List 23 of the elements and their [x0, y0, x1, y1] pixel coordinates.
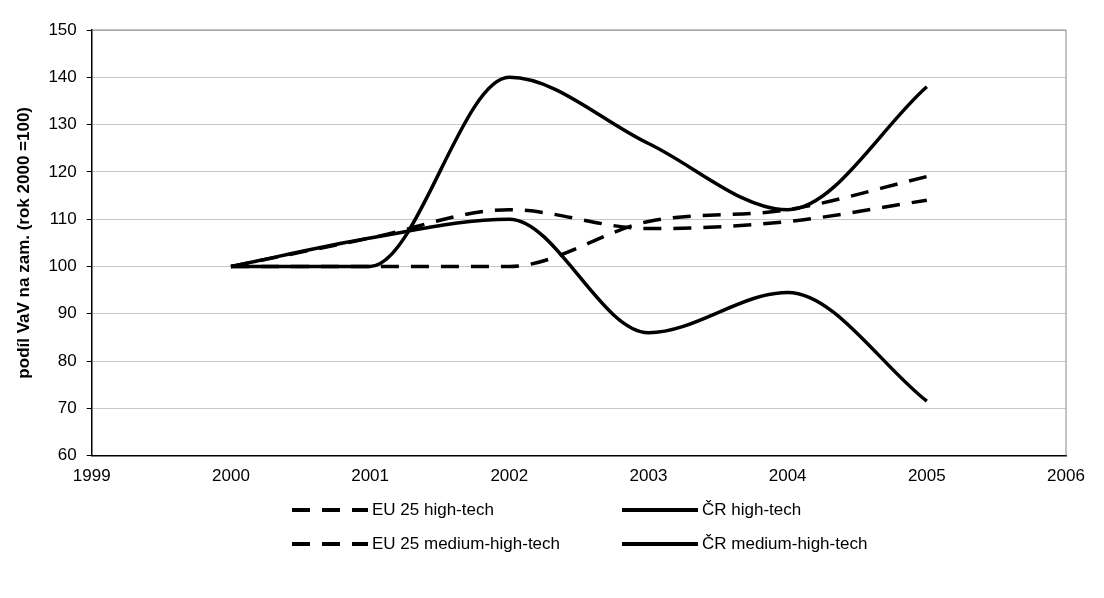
y-tick-label: 70	[57, 398, 77, 417]
y-tick-label: 100	[48, 256, 77, 276]
y-axis-title: podíl VaV na zam. (rok 2000 =100)	[13, 106, 33, 379]
y-tick-label: 60	[57, 445, 77, 465]
x-tick-label: 2006	[1047, 466, 1085, 486]
y-tick-label: 140	[48, 66, 77, 86]
legend-label: EU 25 medium-high-tech	[372, 534, 561, 554]
y-tick-label: 150	[48, 19, 77, 39]
x-tick-label: 2000	[212, 466, 250, 486]
x-tick-label: 2005	[907, 466, 946, 486]
y-tick-label: 90	[57, 303, 77, 323]
x-tick-label: 2003	[629, 466, 668, 486]
y-tick-label: 110	[49, 208, 77, 228]
legend-label: EU 25 high-tech	[372, 500, 494, 520]
y-tick-label: 80	[57, 350, 77, 370]
y-tick-label: 120	[48, 161, 77, 181]
legend-label: ČR medium-high-tech	[702, 534, 868, 554]
x-tick-label: 2001	[351, 466, 390, 486]
x-tick-label: 2002	[490, 466, 529, 486]
y-tick-label: 130	[48, 114, 77, 134]
x-tick-label: 1999	[72, 466, 111, 486]
x-tick-label: 2004	[768, 466, 807, 486]
legend-label: ČR high-tech	[702, 500, 802, 520]
